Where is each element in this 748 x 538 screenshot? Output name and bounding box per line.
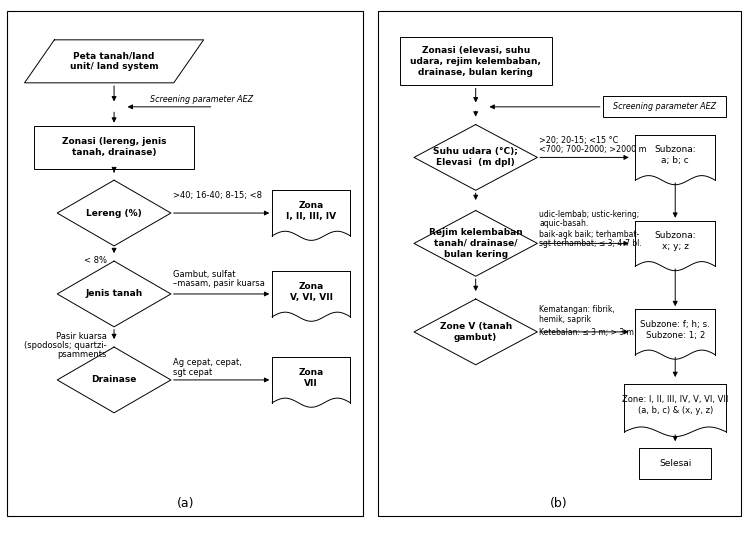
Text: Screening parameter AEZ: Screening parameter AEZ [613, 102, 716, 111]
Text: Selesai: Selesai [659, 459, 691, 468]
Bar [399, 37, 552, 86]
Text: Rejim kelembaban
tanah/ drainase/
bulan kering: Rejim kelembaban tanah/ drainase/ bulan … [429, 228, 523, 259]
Text: Subzona:
a; b; c: Subzona: a; b; c [654, 145, 696, 165]
Bar [272, 357, 350, 402]
Polygon shape [414, 125, 537, 190]
Text: hemik, saprik: hemik, saprik [539, 315, 591, 324]
Text: (a): (a) [177, 497, 194, 511]
Polygon shape [57, 261, 171, 327]
Text: Zona
I, II, III, IV: Zona I, II, III, IV [286, 201, 337, 221]
Text: Zona
V, VI, VII: Zona V, VI, VII [289, 281, 333, 302]
Bar [639, 448, 711, 479]
Text: sgt terhambat; ≤ 3; 4-7 bl.: sgt terhambat; ≤ 3; 4-7 bl. [539, 239, 642, 249]
Text: Zonasi (elevasi, suhu
udara, rejim kelembaban,
drainase, bulan kering: Zonasi (elevasi, suhu udara, rejim kelem… [410, 46, 541, 77]
Bar [635, 134, 715, 180]
Text: Drainase: Drainase [91, 376, 137, 385]
Text: < 8%: < 8% [84, 256, 107, 265]
Text: Gambut, sulfat: Gambut, sulfat [173, 270, 235, 279]
Text: Suhu udara (°C);
Elevasi  (m dpl): Suhu udara (°C); Elevasi (m dpl) [433, 147, 518, 167]
Bar [272, 271, 350, 317]
Text: Lereng (%): Lereng (%) [86, 209, 142, 217]
Text: >20; 20-15; <15 °C: >20; 20-15; <15 °C [539, 136, 619, 145]
Text: Pasir kuarsa: Pasir kuarsa [56, 332, 107, 341]
Polygon shape [57, 347, 171, 413]
Text: sgt cepat: sgt cepat [173, 368, 212, 377]
Bar [635, 309, 715, 355]
Text: Peta tanah/land
unit/ land system: Peta tanah/land unit/ land system [70, 51, 159, 72]
Text: Zone: I, II, III, IV, V, VI, VII
(a, b, c) & (x, y, z): Zone: I, II, III, IV, V, VI, VII (a, b, … [622, 395, 729, 415]
Text: aquic-basah.: aquic-basah. [539, 219, 589, 228]
Text: Zone V (tanah
gambut): Zone V (tanah gambut) [440, 322, 512, 342]
Text: Screening parameter AEZ: Screening parameter AEZ [150, 95, 253, 104]
Text: psamments: psamments [58, 350, 107, 359]
Bar [34, 126, 194, 169]
Polygon shape [25, 40, 203, 83]
Text: Zona
VII: Zona VII [298, 367, 324, 388]
Text: –masam, pasir kuarsa: –masam, pasir kuarsa [173, 279, 265, 288]
Polygon shape [414, 299, 537, 365]
Text: (spodosols; quartzi-: (spodosols; quartzi- [25, 341, 107, 350]
Text: Subzona:
x; y; z: Subzona: x; y; z [654, 231, 696, 251]
Text: udic-lembab; ustic-kering;: udic-lembab; ustic-kering; [539, 210, 640, 219]
Polygon shape [414, 210, 537, 277]
Text: Zonasi (lereng, jenis
tanah, drainase): Zonasi (lereng, jenis tanah, drainase) [62, 137, 166, 157]
Bar [272, 190, 350, 236]
Text: baik-agk baik; terhambat-: baik-agk baik; terhambat- [539, 230, 640, 239]
Text: Kematangan: fibrik,: Kematangan: fibrik, [539, 305, 615, 314]
Text: >40; 16-40; 8-15; <8: >40; 16-40; 8-15; <8 [173, 192, 262, 200]
Text: Subzone: f; h; s.
Subzone: 1; 2: Subzone: f; h; s. Subzone: 1; 2 [640, 320, 710, 339]
Polygon shape [57, 180, 171, 246]
Text: (b): (b) [551, 497, 568, 511]
Text: <700; 700-2000; >2000 m: <700; 700-2000; >2000 m [539, 145, 647, 154]
Bar [625, 384, 726, 432]
Bar [603, 96, 726, 117]
Text: Ag cepat, cepat,: Ag cepat, cepat, [173, 358, 242, 367]
Text: Ketebalan: ≤ 3 m; > 3 m: Ketebalan: ≤ 3 m; > 3 m [539, 328, 634, 337]
Bar [635, 221, 715, 266]
Text: Jenis tanah: Jenis tanah [85, 289, 143, 299]
